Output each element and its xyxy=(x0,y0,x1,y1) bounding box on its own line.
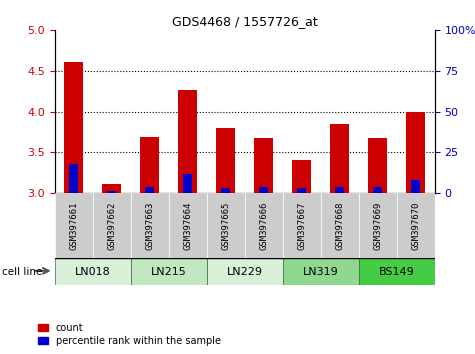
Text: cell line: cell line xyxy=(2,267,43,277)
Bar xyxy=(406,112,425,193)
Bar xyxy=(283,193,321,258)
Bar xyxy=(411,180,420,193)
Bar xyxy=(69,164,78,193)
Bar xyxy=(221,188,230,193)
Text: GSM397668: GSM397668 xyxy=(335,201,344,250)
Text: LN018: LN018 xyxy=(75,267,111,277)
Text: GSM397667: GSM397667 xyxy=(297,201,306,250)
Bar xyxy=(183,174,192,193)
Bar xyxy=(297,188,306,193)
Text: LN319: LN319 xyxy=(303,267,339,277)
Bar xyxy=(178,90,197,193)
Bar xyxy=(335,187,344,193)
Bar xyxy=(359,193,397,258)
Text: GSM397669: GSM397669 xyxy=(373,201,382,250)
Bar xyxy=(207,258,283,285)
Bar xyxy=(145,187,154,193)
Bar xyxy=(55,193,93,258)
Bar xyxy=(107,191,116,193)
Bar xyxy=(102,184,121,193)
Bar xyxy=(131,193,169,258)
Bar xyxy=(207,193,245,258)
Bar xyxy=(245,193,283,258)
Bar xyxy=(397,193,435,258)
Text: GSM397665: GSM397665 xyxy=(221,201,230,250)
Bar xyxy=(283,258,359,285)
Bar xyxy=(254,138,273,193)
Bar xyxy=(64,62,83,193)
Text: LN229: LN229 xyxy=(227,267,263,277)
Bar xyxy=(55,258,131,285)
Bar xyxy=(368,138,387,193)
Bar xyxy=(259,187,268,193)
Bar xyxy=(359,258,435,285)
Bar xyxy=(373,187,382,193)
Text: LN215: LN215 xyxy=(151,267,187,277)
Legend: count, percentile rank within the sample: count, percentile rank within the sample xyxy=(38,323,220,346)
Bar xyxy=(292,160,311,193)
Text: GSM397670: GSM397670 xyxy=(411,201,420,250)
Bar xyxy=(216,128,235,193)
Title: GDS4468 / 1557726_at: GDS4468 / 1557726_at xyxy=(172,15,317,28)
Text: GSM397663: GSM397663 xyxy=(145,201,154,250)
Text: GSM397664: GSM397664 xyxy=(183,201,192,250)
Bar xyxy=(321,193,359,258)
Bar xyxy=(140,137,159,193)
Text: GSM397661: GSM397661 xyxy=(69,201,78,250)
Bar xyxy=(93,193,131,258)
Text: BS149: BS149 xyxy=(379,267,415,277)
Bar xyxy=(330,124,349,193)
Text: GSM397662: GSM397662 xyxy=(107,201,116,250)
Text: GSM397666: GSM397666 xyxy=(259,201,268,250)
Bar xyxy=(131,258,207,285)
Bar xyxy=(169,193,207,258)
